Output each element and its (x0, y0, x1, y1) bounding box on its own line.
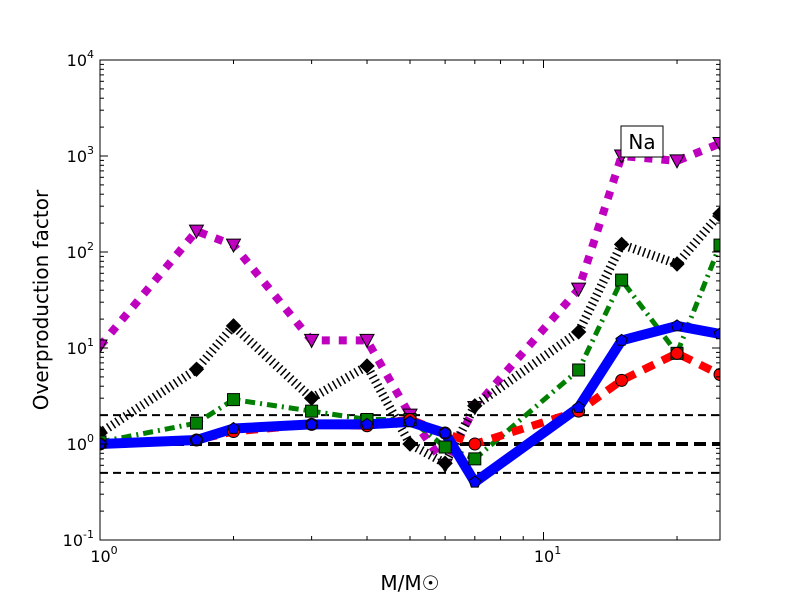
data-point-blue (305, 417, 318, 430)
data-point-red (713, 367, 720, 381)
data-point-blue (713, 327, 720, 340)
y-tick-label: 10-1 (63, 528, 94, 550)
x-axis-label: M/M☉ (380, 571, 439, 595)
annotation-label: Na (628, 130, 655, 154)
annotation-box: Na (620, 125, 664, 158)
data-point-blue (572, 400, 585, 413)
data-point-blue (468, 475, 482, 488)
data-point-green (305, 404, 319, 418)
x-tick-label: 100 (90, 544, 117, 566)
data-point-blue (670, 319, 684, 332)
data-point-blue (227, 421, 240, 434)
data-point-black (188, 361, 205, 378)
data-point-red (670, 346, 684, 360)
data-point-green (227, 393, 241, 407)
data-point-blue (360, 417, 374, 430)
series-group (100, 136, 720, 488)
data-point-magenta (669, 154, 685, 169)
data-point-magenta (359, 333, 375, 349)
data-point-magenta (100, 339, 108, 355)
data-point-black (712, 206, 720, 222)
y-tick-label: 102 (67, 240, 94, 262)
data-point-magenta (225, 238, 242, 254)
data-point-magenta (303, 333, 320, 349)
y-tick-label: 104 (67, 48, 94, 70)
data-point-black (225, 318, 242, 334)
y-axis-label: Overproduction factor (29, 189, 53, 410)
data-point-black (570, 324, 587, 340)
data-point-blue (403, 415, 417, 428)
data-point-black (613, 236, 630, 253)
y-tick-label: 100 (67, 432, 94, 454)
data-point-green (713, 238, 720, 252)
data-point-red (468, 437, 482, 451)
x-tick-label: 101 (534, 544, 561, 566)
data-point-black (467, 398, 483, 414)
series-line-blue (100, 320, 720, 488)
data-point-black (359, 358, 375, 374)
data-point-red (615, 373, 629, 387)
data-point-magenta (188, 224, 205, 240)
data-point-green (189, 416, 203, 430)
data-point-green (615, 273, 629, 287)
y-tick-label: 101 (67, 336, 94, 358)
data-point-green (468, 452, 482, 466)
data-point-blue (438, 426, 452, 439)
y-tick-label: 103 (67, 144, 94, 166)
data-point-blue (615, 333, 628, 346)
data-point-black (402, 436, 418, 452)
data-point-blue (100, 437, 107, 450)
data-point-black (437, 455, 453, 471)
data-point-green (572, 363, 586, 377)
data-point-magenta (712, 136, 720, 152)
data-point-blue (190, 433, 203, 446)
data-point-magenta (570, 282, 587, 298)
data-point-green (438, 440, 452, 454)
data-point-black (669, 256, 685, 272)
